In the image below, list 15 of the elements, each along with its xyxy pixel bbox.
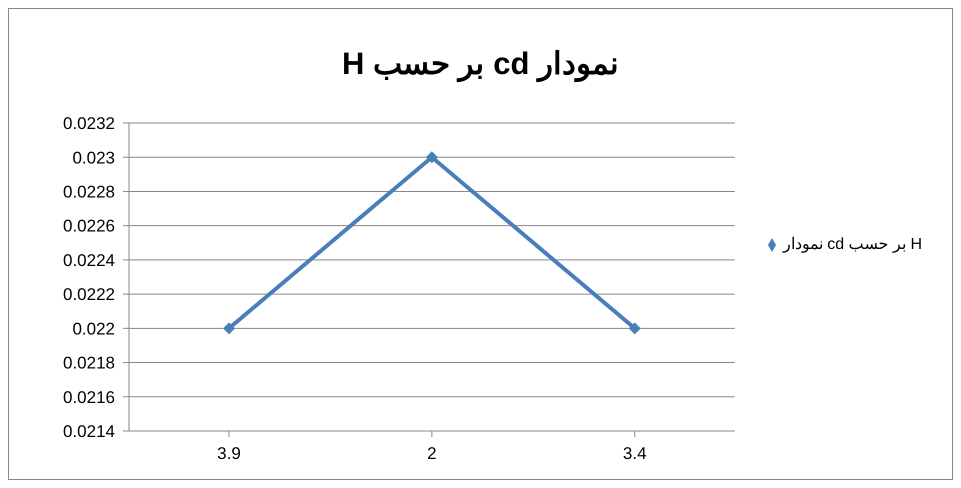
- y-tick-label: 0.0224: [63, 250, 115, 270]
- y-tick-label: 0.0216: [63, 388, 115, 407]
- legend-label: نمودار cd بر حسب H: [782, 236, 922, 253]
- y-tick-label: 0.0232: [63, 114, 115, 134]
- x-tick-label: 3.9: [217, 444, 241, 464]
- y-tick-label: 0.022: [72, 319, 115, 338]
- y-tick-label: 0.023: [72, 148, 115, 168]
- y-tick-label: 0.0222: [63, 285, 115, 304]
- y-tick-label: 0.0228: [63, 182, 115, 202]
- y-tick-label: 0.0218: [63, 354, 115, 373]
- y-tick-label: 0.0226: [63, 216, 115, 236]
- x-tick-label: 3.4: [622, 444, 647, 464]
- x-tick-label: 2: [427, 444, 437, 464]
- y-tick-label: 0.0214: [63, 422, 115, 442]
- chart-title: نمودار cd بر حسب H: [340, 45, 620, 82]
